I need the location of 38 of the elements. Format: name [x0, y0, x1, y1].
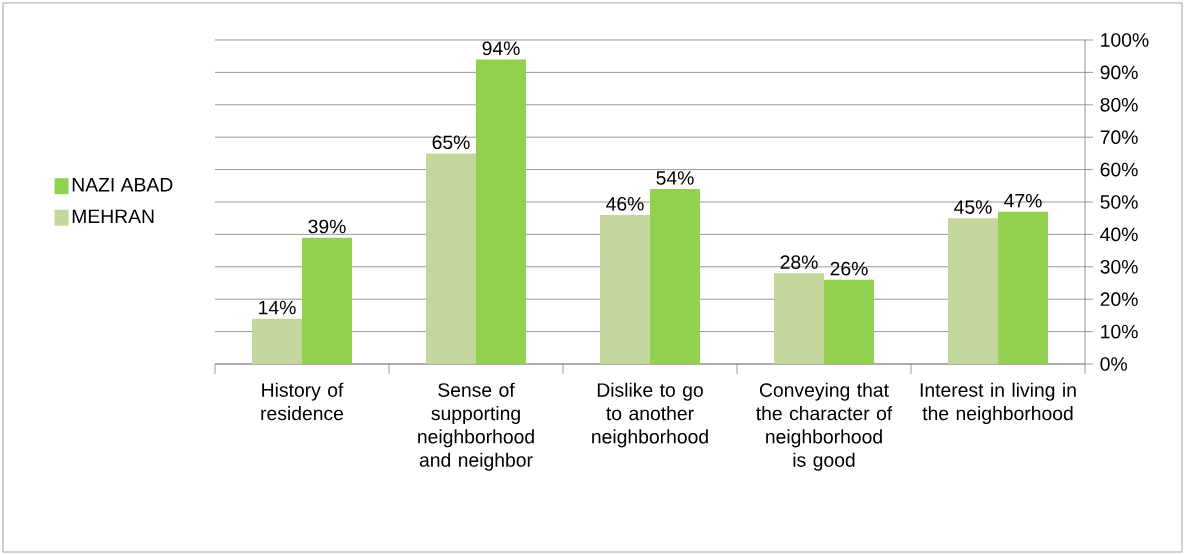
- data-label: 39%: [308, 219, 346, 234]
- data-label: 94%: [482, 41, 520, 56]
- data-label: 47%: [1004, 193, 1042, 208]
- y-tick-label: 60%: [1100, 162, 1138, 177]
- data-label: 54%: [656, 171, 694, 185]
- bar: [600, 214, 650, 364]
- y-tick-label: 10%: [1101, 324, 1138, 339]
- bar: [998, 211, 1048, 364]
- bar: [252, 318, 303, 364]
- data-label: 65%: [432, 135, 470, 150]
- bar: [948, 218, 998, 364]
- bar: [426, 153, 476, 364]
- legend-label: MEHRAN: [72, 209, 154, 223]
- y-tick-label: 80%: [1100, 97, 1138, 112]
- y-tick-label: 20%: [1100, 292, 1138, 307]
- y-tick-label: 0%: [1100, 357, 1127, 371]
- x-tick-label: Interest in living in the neighborhood: [920, 382, 1076, 425]
- data-label: 46%: [606, 196, 644, 211]
- x-tick-label: Sense of supporting neighborhood and neighbor: [418, 382, 534, 471]
- bar: [824, 279, 874, 364]
- y-tick-label: 50%: [1100, 195, 1138, 209]
- legend-label: NAZI ABAD: [72, 178, 173, 192]
- bar: [774, 273, 824, 364]
- data-label: 45%: [954, 200, 992, 214]
- x-tick-label: Dislike to go to another neighborhood: [592, 382, 708, 448]
- y-tick-label: 30%: [1100, 259, 1138, 274]
- y-tick-label: 40%: [1100, 227, 1138, 242]
- y-tick-label: 90%: [1100, 65, 1138, 80]
- data-label: 28%: [780, 255, 818, 269]
- data-label: 26%: [830, 261, 868, 276]
- x-tick-label: Conveying that the character of neighborhood is good: [756, 382, 893, 471]
- data-label: 14%: [259, 300, 296, 315]
- bar: [650, 189, 700, 364]
- y-tick-label: 70%: [1100, 130, 1138, 145]
- y-tick-label: 100%: [1101, 33, 1149, 47]
- x-tick-label: History of residence: [261, 382, 344, 421]
- bar: [302, 237, 353, 364]
- bar: [476, 59, 526, 364]
